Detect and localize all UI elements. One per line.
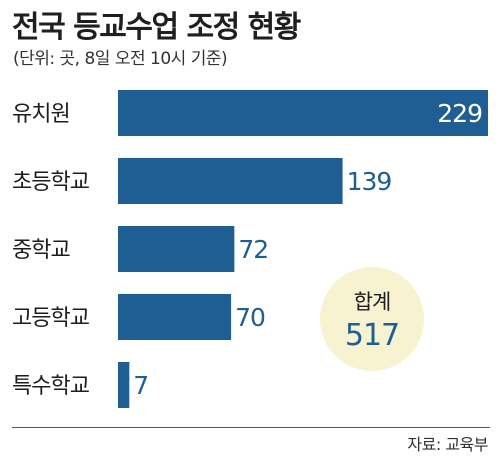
chart-subtitle: (단위: 곳, 8일 오전 10시 기준) [13, 49, 228, 69]
value-label: 7 [133, 371, 148, 400]
category-label: 유치원 [12, 102, 70, 127]
bar [118, 362, 130, 408]
bar [118, 90, 488, 136]
source-note: 자료: 교육부 [407, 435, 488, 454]
total-badge: 합계 517 [320, 267, 424, 371]
value-label: 139 [347, 167, 392, 196]
value-label: 72 [238, 235, 268, 264]
chart-title: 전국 등교수업 조정 현황 [12, 10, 301, 45]
total-label: 합계 [353, 289, 392, 314]
value-label: 229 [437, 99, 482, 128]
category-label: 고등학교 [12, 306, 90, 331]
bar [118, 158, 343, 204]
category-label: 중학교 [12, 238, 70, 263]
category-label: 초등학교 [12, 170, 90, 195]
total-value: 517 [344, 317, 400, 353]
category-label: 특수학교 [12, 374, 90, 399]
bar [118, 294, 232, 340]
value-label: 70 [235, 303, 265, 332]
footer-divider [12, 427, 490, 428]
bar [118, 226, 235, 272]
